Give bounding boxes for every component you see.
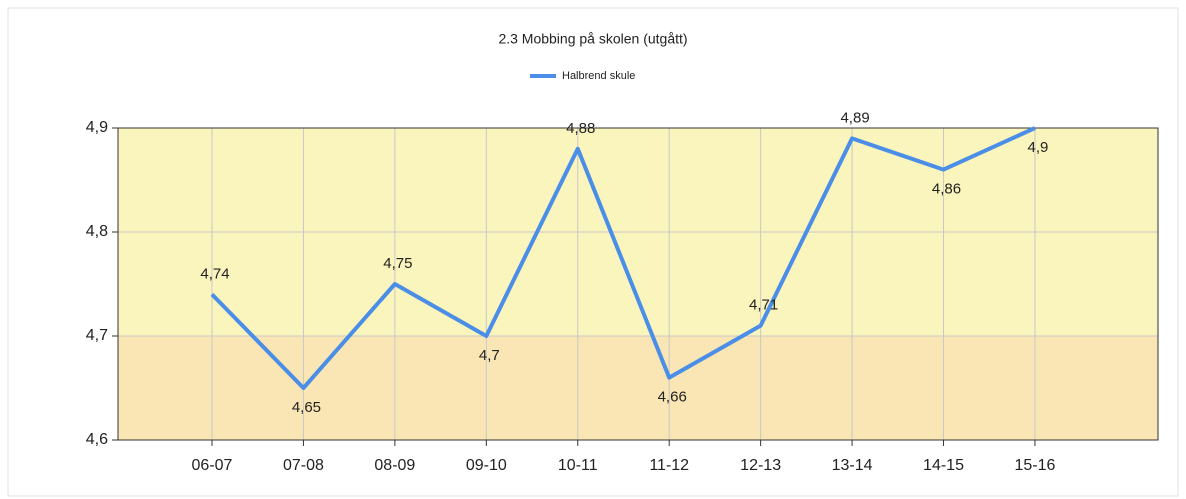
data-label: 4,86 [932,181,961,198]
data-label: 4,9 [1028,139,1049,156]
x-tick-label: 10-11 [558,457,598,474]
y-tick-label: 4,9 [86,119,108,136]
background-band [118,336,1158,440]
x-tick-label: 07-08 [283,457,324,474]
y-tick-label: 4,7 [86,327,108,344]
data-label: 4,89 [840,109,869,126]
data-label: 4,88 [566,120,595,137]
x-tick-label: 14-15 [923,457,964,474]
chart-title: 2.3 Mobbing på skolen (utgått) [498,31,687,47]
data-label: 4,75 [383,255,412,272]
x-tick-label: 06-07 [192,457,233,474]
data-label: 4,74 [200,265,229,282]
data-label: 4,65 [292,399,321,416]
x-tick-label: 12-13 [740,457,781,474]
data-label: 4,66 [658,389,687,406]
y-tick-label: 4,6 [86,431,108,448]
plot-border [117,127,1159,441]
legend-label: Halbrend skule [562,70,635,82]
y-tick-label: 4,8 [86,223,108,240]
x-tick-label: 09-10 [466,457,507,474]
data-label: 4,7 [479,347,500,364]
x-tick-label: 13-14 [832,457,873,474]
x-tick-label: 08-09 [374,457,415,474]
x-tick-label: 15-16 [1014,457,1055,474]
line-series [210,126,1036,390]
data-label: 4,71 [749,297,778,314]
x-tick-label: 11-12 [649,457,689,474]
